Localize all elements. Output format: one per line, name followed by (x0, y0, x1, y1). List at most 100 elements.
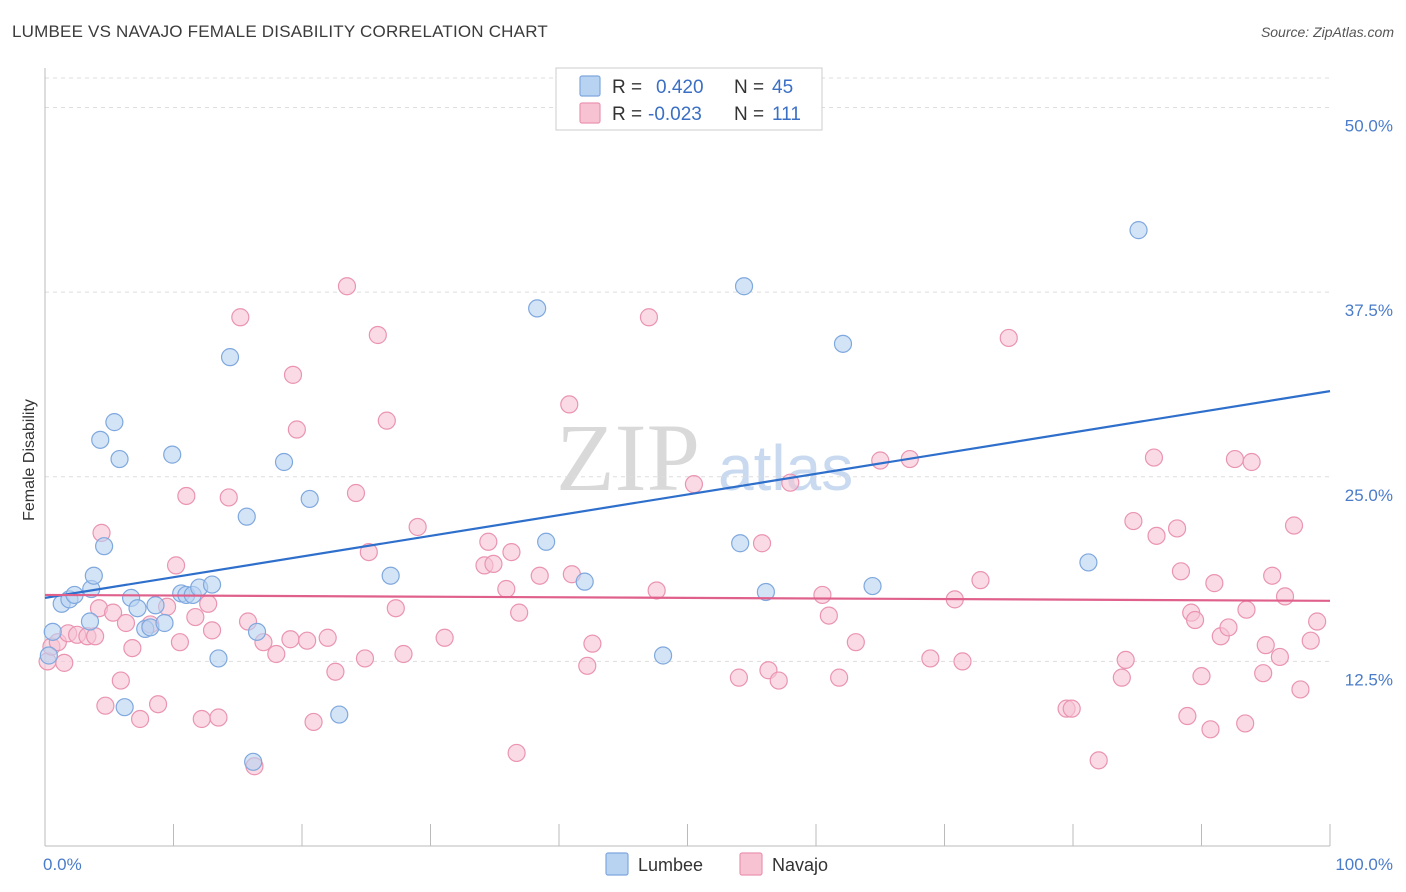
legend-n-label-lumbee: N = (734, 77, 764, 98)
navajo-point-47 (394, 644, 413, 664)
lumbee-point-0 (39, 646, 58, 665)
navajo-point-66 (752, 534, 772, 553)
navajo-point-99 (1225, 449, 1245, 469)
navajo-point-95 (1201, 720, 1220, 739)
legend-n-value-lumbee: 45 (772, 77, 793, 98)
lumbee-point-40 (756, 582, 775, 602)
navajo-point-79 (971, 571, 990, 590)
lumbee-point-37 (653, 646, 673, 665)
chart-title: LUMBEE VS NAVAJO FEMALE DISABILITY CORRE… (12, 22, 548, 41)
navajo-point-101 (1237, 600, 1256, 619)
lumbee-point-39 (734, 277, 754, 296)
navajo-point-44 (368, 325, 387, 345)
navajo-point-36 (298, 631, 317, 650)
navajo-point-40 (337, 277, 357, 296)
navajo-point-27 (219, 488, 238, 507)
navajo-point-80 (999, 328, 1018, 348)
navajo-point-90 (1171, 562, 1191, 581)
navajo-point-46 (386, 599, 405, 618)
grid-lines (45, 77, 1330, 662)
navajo-point-42 (355, 649, 375, 668)
navajo-trend-line (44, 593, 1331, 602)
navajo-point-57 (530, 566, 549, 585)
navajo-point-100 (1236, 714, 1255, 733)
navajo-point-35 (287, 420, 306, 439)
lumbee-point-33 (381, 566, 400, 585)
navajo-point-74 (871, 451, 890, 470)
y-tick-label-3: 50.0% (1345, 117, 1393, 136)
navajo-point-96 (1205, 574, 1224, 593)
x-tick-label-right: 100.0% (1335, 855, 1393, 874)
navajo-point-43 (359, 542, 378, 562)
legend-n-label-navajo: N = (734, 104, 764, 125)
navajo-point-104 (1256, 636, 1275, 655)
navajo-point-93 (1185, 610, 1205, 630)
lumbee-point-7 (84, 566, 103, 585)
navajo-point-38 (318, 628, 337, 647)
navajo-point-106 (1270, 647, 1289, 667)
navajo-point-49 (435, 628, 454, 647)
navajo-point-15 (130, 709, 150, 729)
bottom-legend: Lumbee Navajo (605, 852, 828, 876)
lumbee-point-42 (863, 576, 882, 596)
legend-swatch-navajo (579, 102, 601, 124)
navajo-point-34 (283, 365, 303, 384)
lumbee-point-35 (537, 532, 556, 551)
navajo-point-24 (199, 594, 218, 613)
y-tick-labels: 12.5% 25.0% 37.5% 50.0% (1345, 117, 1393, 690)
navajo-point-33 (281, 630, 300, 649)
navajo-point-107 (1275, 587, 1295, 606)
navajo-point-84 (1112, 668, 1131, 687)
navajo-point-71 (819, 606, 838, 625)
navajo-point-65 (729, 668, 749, 687)
lumbee-point-11 (110, 449, 129, 469)
navajo-point-62 (639, 308, 659, 327)
x-tick-labels: 0.0% 100.0% (43, 855, 1393, 874)
navajo-point-11 (104, 603, 123, 622)
navajo-point-20 (170, 633, 190, 652)
lumbee-point-12 (115, 698, 134, 717)
lumbee-point-28 (244, 752, 263, 771)
lumbee-point-25 (209, 649, 228, 668)
x-tick-label-left: 0.0% (43, 855, 82, 874)
lumbee-point-29 (247, 622, 267, 641)
navajo-point-54 (502, 542, 521, 562)
trend-lines (44, 390, 1331, 602)
navajo-point-25 (202, 621, 222, 640)
y-tick-label-0: 12.5% (1345, 670, 1393, 689)
lumbee-point-26 (220, 348, 240, 367)
navajo-point-73 (846, 633, 865, 652)
legend: R = 0.420 N = 45 R = -0.023 N = 111 (555, 67, 823, 131)
navajo-point-52 (484, 554, 503, 574)
watermark-atlas: atlas (718, 432, 853, 504)
bottom-legend-swatch-lumbee (605, 852, 629, 876)
legend-r-value-navajo: -0.023 (648, 104, 702, 125)
lumbee-point-17 (146, 596, 165, 615)
navajo-point-19 (166, 556, 186, 575)
navajo-point-41 (346, 483, 366, 503)
navajo-point-51 (479, 532, 498, 551)
navajo-point-102 (1242, 452, 1261, 472)
navajo-point-110 (1301, 631, 1320, 650)
lumbee-point-30 (274, 452, 294, 472)
navajo-point-64 (684, 475, 704, 494)
navajo-point-53 (497, 579, 516, 599)
y-axis-label: Female Disability (21, 399, 38, 521)
lumbee-point-43 (1079, 553, 1098, 572)
bottom-legend-label-navajo: Navajo (772, 855, 828, 875)
navajo-point-91 (1178, 706, 1197, 726)
navajo-point-76 (921, 649, 940, 668)
navajo-point-22 (186, 607, 205, 627)
legend-n-value-navajo: 111 (772, 104, 801, 125)
lumbee-point-32 (330, 705, 349, 724)
navajo-point-82 (1062, 699, 1081, 718)
navajo-point-26 (209, 708, 228, 727)
bottom-legend-label-lumbee: Lumbee (638, 855, 703, 875)
navajo-point-32 (267, 644, 286, 664)
lumbee-point-41 (833, 334, 853, 353)
navajo-point-28 (231, 308, 250, 327)
navajo-point-68 (769, 671, 788, 690)
navajo-point-45 (377, 411, 396, 430)
navajo-point-72 (830, 668, 849, 687)
lumbee-trend-line (44, 390, 1331, 599)
